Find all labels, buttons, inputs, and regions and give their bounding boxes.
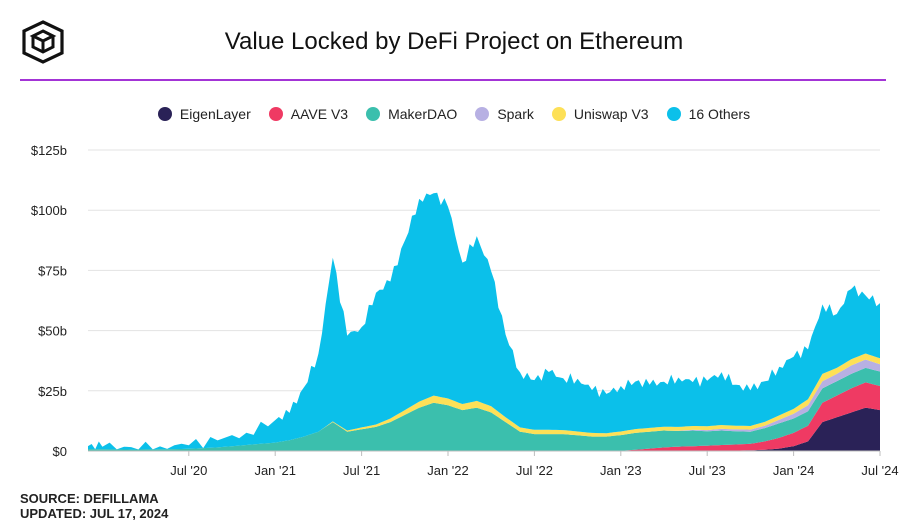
y-tick-label: $75b (38, 263, 67, 278)
x-tick-label: Jan '21 (254, 463, 296, 478)
legend-item-eigenlayer: EigenLayer (157, 106, 251, 122)
area-16-others (88, 192, 880, 450)
area-eigenlayer (88, 407, 880, 451)
legend-label: 16 Others (688, 106, 751, 122)
area-makerdao (88, 367, 880, 451)
legend-label: MakerDAO (388, 106, 458, 122)
legend-swatch (366, 107, 381, 121)
source-note: SOURCE: DEFILLAMA (20, 491, 159, 506)
x-tick-label: Jul '23 (689, 463, 726, 478)
legend-item-uniswap-v3: Uniswap V3 (551, 106, 649, 122)
legend-swatch (551, 107, 566, 121)
y-tick-label: $125b (31, 143, 67, 158)
y-tick-label: $0 (53, 444, 67, 459)
legend-label: EigenLayer (179, 106, 251, 122)
legend-swatch (157, 107, 172, 121)
chart-footer: SOURCE: DEFILLAMA UPDATED: JUL 17, 2024 (20, 491, 168, 521)
legend-swatch (666, 107, 681, 121)
x-tick-label: Jul '21 (343, 463, 380, 478)
legend-swatch (475, 107, 490, 121)
title-divider (20, 79, 886, 81)
legend-item-makerdao: MakerDAO (366, 106, 457, 122)
legend-label: AAVE V3 (290, 106, 349, 122)
x-tick-label: Jul '20 (170, 463, 207, 478)
x-tick-label: Jan '24 (773, 463, 815, 478)
y-tick-label: $50b (38, 324, 67, 339)
legend-item-16-others: 16 Others (666, 106, 751, 122)
legend-label: Spark (497, 106, 534, 122)
x-tick-label: Jan '23 (600, 463, 642, 478)
legend-label: Uniswap V3 (573, 106, 649, 122)
chart-title: Value Locked by DeFi Project on Ethereum (224, 28, 684, 55)
legend-swatch (268, 107, 283, 121)
the-block-logo-icon (22, 20, 64, 64)
updated-note: UPDATED: JUL 17, 2024 (20, 506, 169, 521)
legend-item-spark: Spark (475, 106, 534, 122)
x-tick-label: Jul '24 (861, 463, 898, 478)
y-tick-label: $100b (31, 203, 67, 218)
legend-item-aave-v3: AAVE V3 (268, 106, 349, 122)
y-tick-label: $25b (38, 384, 67, 399)
chart-legend: EigenLayer AAVE V3 MakerDAO Spark Uniswap V3… (0, 106, 908, 122)
x-tick-label: Jul '22 (516, 463, 553, 478)
x-tick-label: Jan '22 (427, 463, 469, 478)
